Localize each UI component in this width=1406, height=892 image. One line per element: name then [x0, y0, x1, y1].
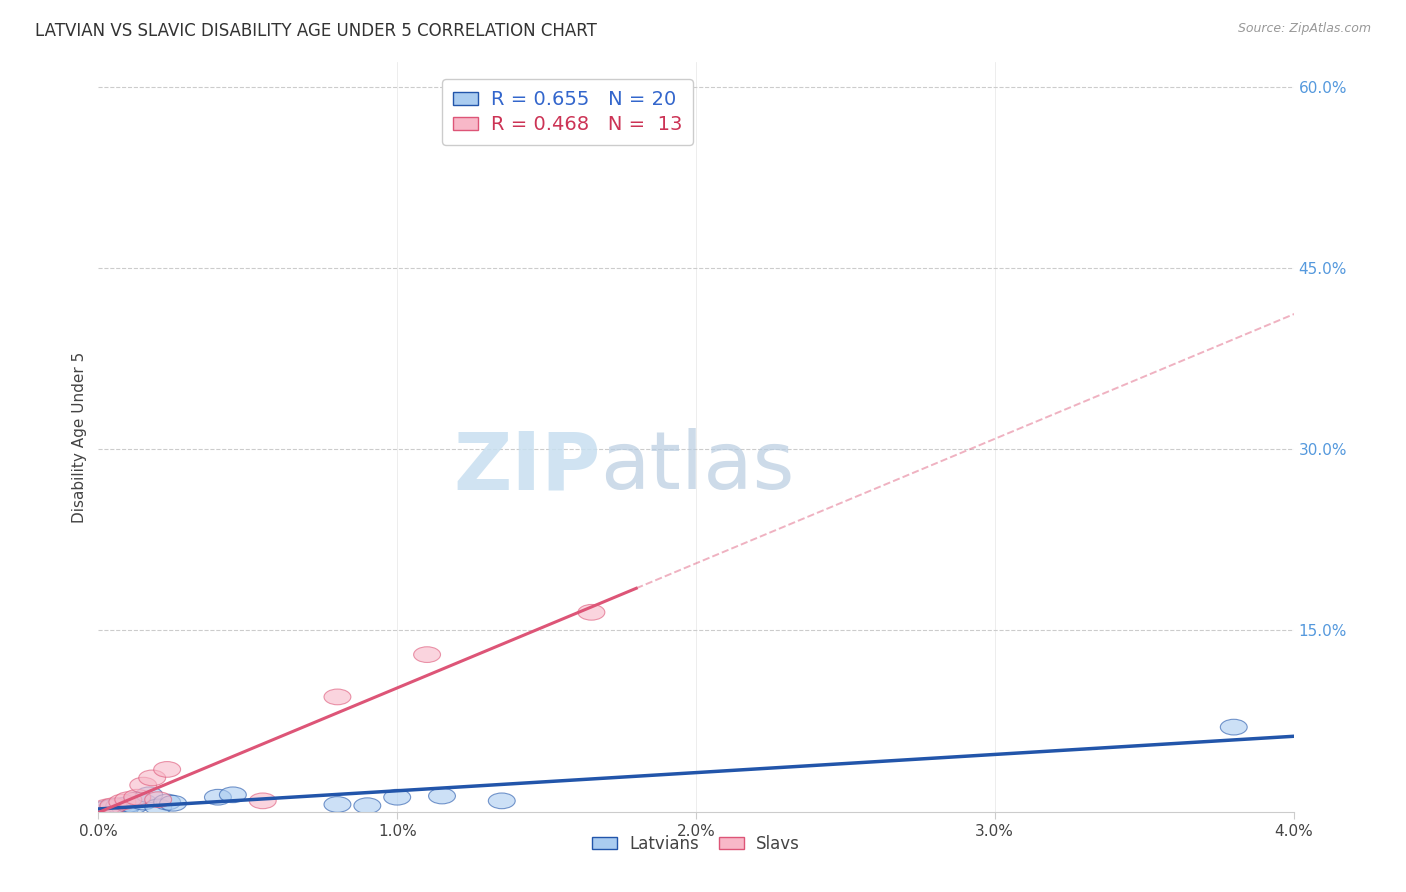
- Ellipse shape: [384, 789, 411, 805]
- Ellipse shape: [124, 792, 150, 807]
- Text: LATVIAN VS SLAVIC DISABILITY AGE UNDER 5 CORRELATION CHART: LATVIAN VS SLAVIC DISABILITY AGE UNDER 5…: [35, 22, 598, 40]
- Ellipse shape: [94, 800, 121, 816]
- Ellipse shape: [129, 794, 156, 810]
- Ellipse shape: [112, 800, 139, 816]
- Ellipse shape: [100, 799, 127, 814]
- Ellipse shape: [145, 792, 172, 807]
- Ellipse shape: [121, 797, 148, 814]
- Ellipse shape: [413, 647, 440, 663]
- Ellipse shape: [323, 689, 352, 705]
- Ellipse shape: [323, 797, 352, 813]
- Y-axis label: Disability Age Under 5: Disability Age Under 5: [72, 351, 87, 523]
- Ellipse shape: [1220, 719, 1247, 735]
- Ellipse shape: [139, 770, 166, 786]
- Ellipse shape: [115, 797, 142, 813]
- Ellipse shape: [160, 796, 187, 811]
- Ellipse shape: [153, 762, 180, 777]
- Ellipse shape: [115, 792, 142, 807]
- Ellipse shape: [429, 789, 456, 804]
- Ellipse shape: [153, 794, 180, 810]
- Ellipse shape: [145, 799, 172, 814]
- Text: Source: ZipAtlas.com: Source: ZipAtlas.com: [1237, 22, 1371, 36]
- Ellipse shape: [204, 789, 232, 805]
- Ellipse shape: [94, 799, 121, 814]
- Ellipse shape: [488, 793, 515, 809]
- Ellipse shape: [105, 797, 132, 814]
- Ellipse shape: [354, 797, 381, 814]
- Ellipse shape: [219, 787, 246, 803]
- Ellipse shape: [129, 777, 156, 793]
- Ellipse shape: [100, 797, 127, 814]
- Ellipse shape: [108, 794, 136, 810]
- Ellipse shape: [249, 793, 276, 809]
- Ellipse shape: [578, 605, 605, 620]
- Ellipse shape: [124, 789, 150, 805]
- Text: atlas: atlas: [600, 428, 794, 506]
- Text: ZIP: ZIP: [453, 428, 600, 506]
- Legend: Latvians, Slavs: Latvians, Slavs: [586, 829, 806, 860]
- Ellipse shape: [136, 787, 163, 803]
